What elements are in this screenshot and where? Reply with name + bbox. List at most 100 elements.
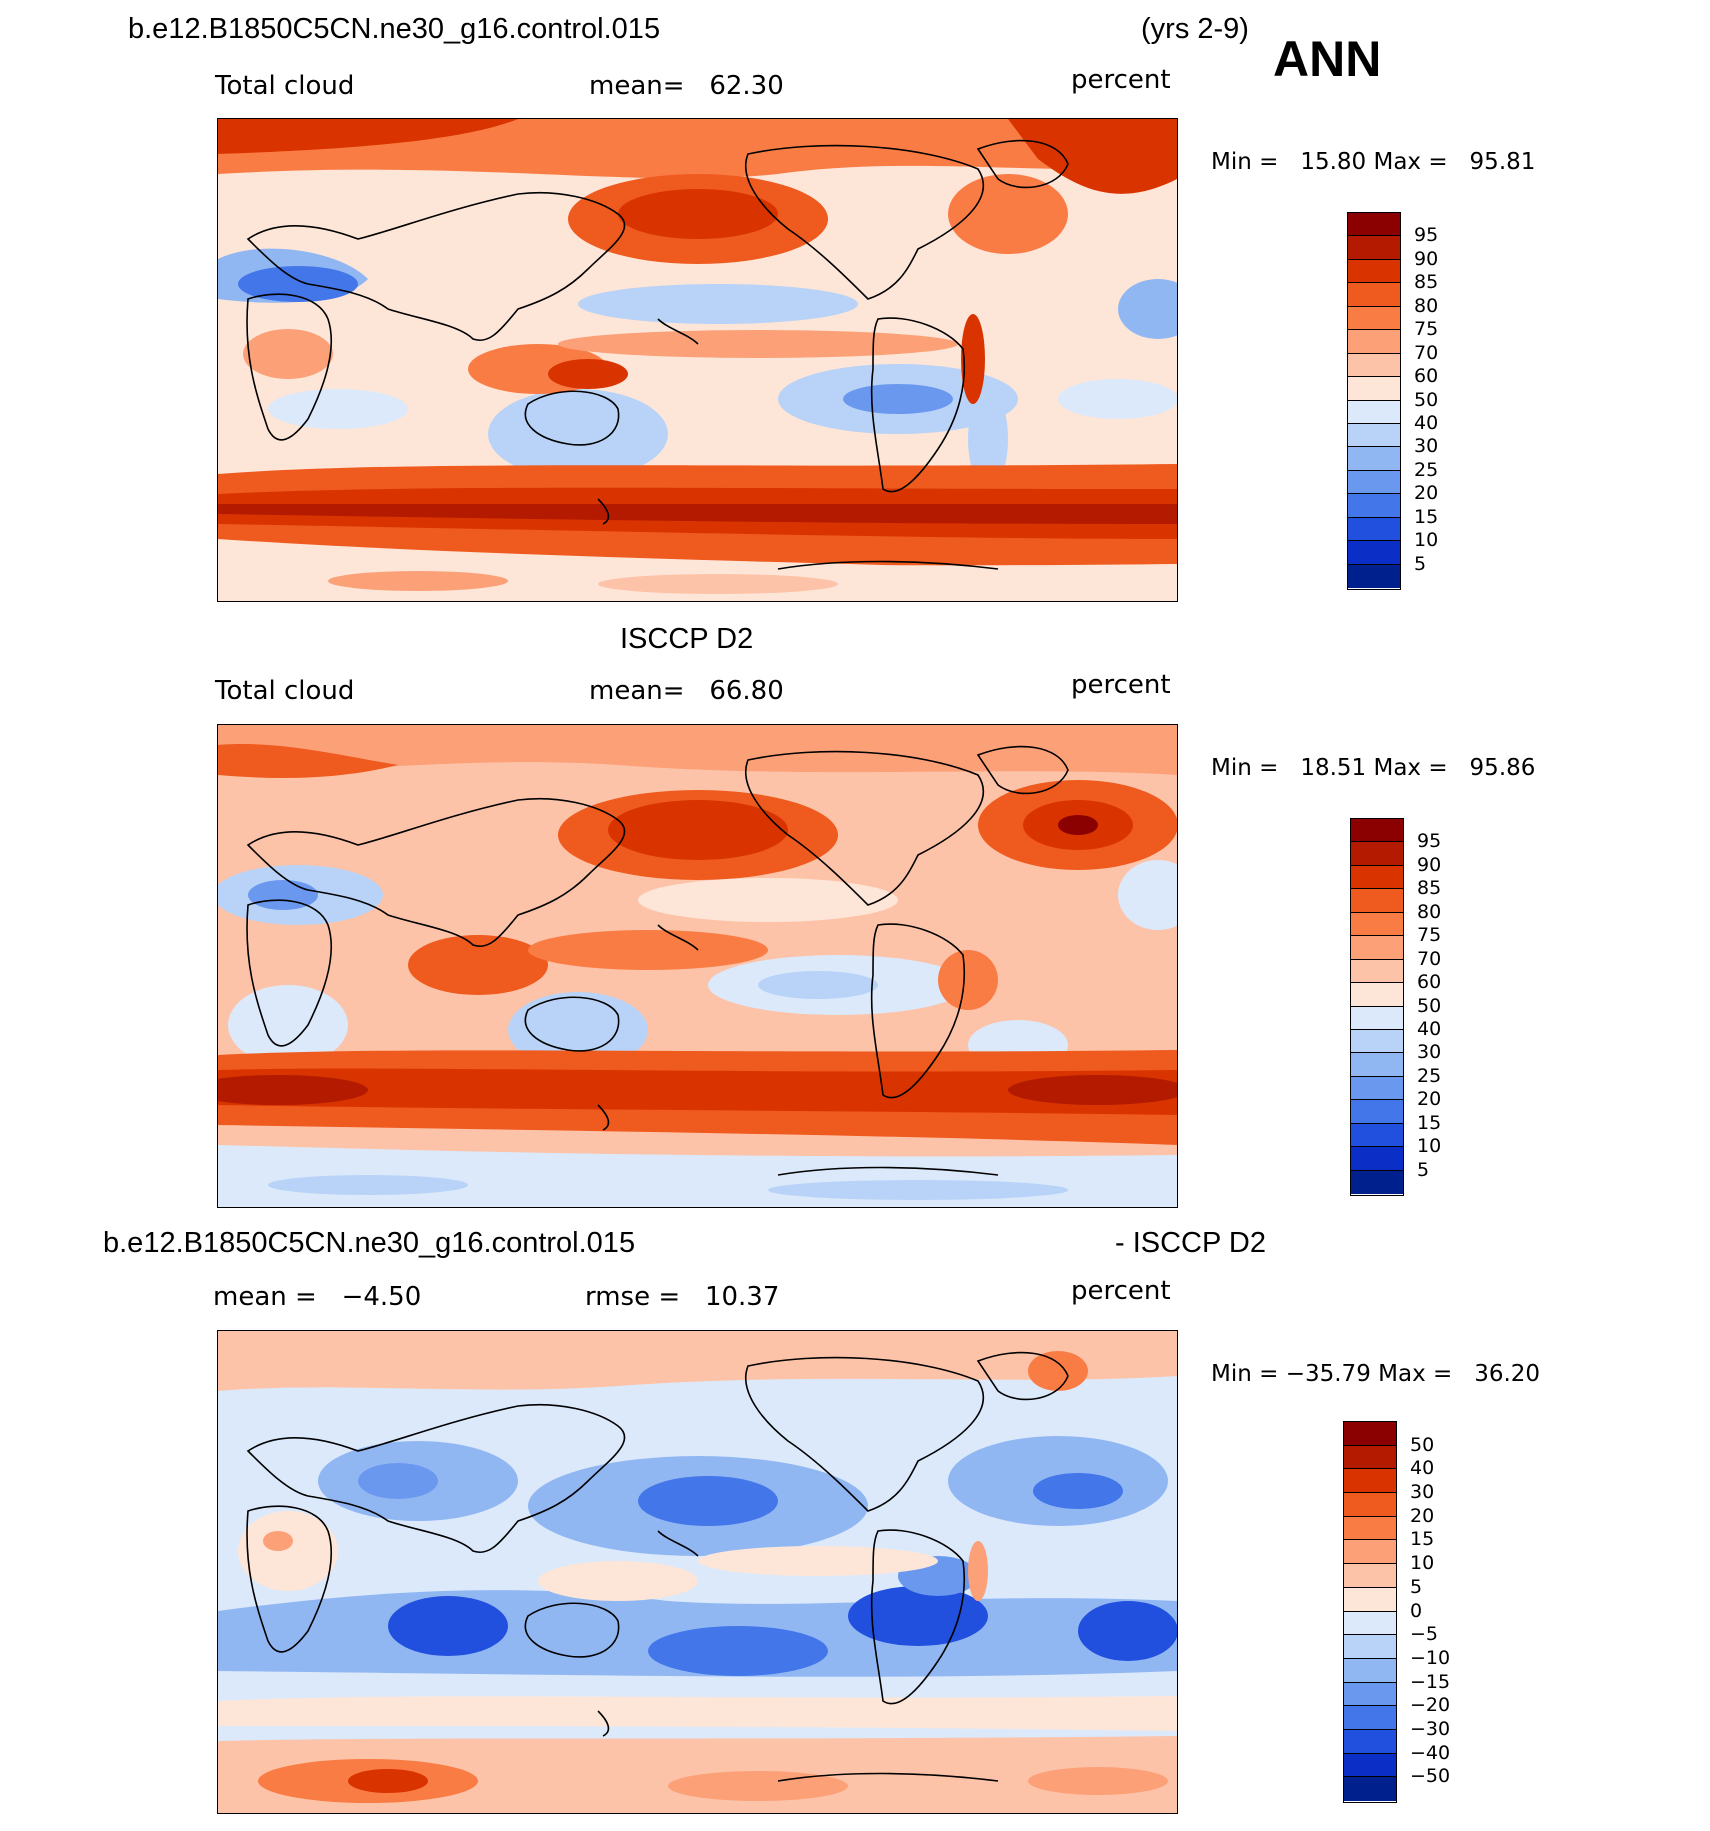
colorbar-cell — [1351, 865, 1403, 890]
colorbar-label: 70 — [1417, 947, 1442, 970]
colorbar-label: 95 — [1417, 830, 1442, 853]
colorbar-cell — [1344, 1516, 1396, 1541]
colorbar-label: −30 — [1410, 1717, 1451, 1740]
colorbar-cell — [1344, 1540, 1396, 1565]
colorbar-cell — [1344, 1445, 1396, 1470]
colorbar-cell — [1348, 353, 1400, 378]
colorbar-cell — [1348, 377, 1400, 401]
colorbar-cell — [1344, 1658, 1396, 1683]
colorbar-cell — [1351, 819, 1403, 843]
colorbar-label: 30 — [1414, 435, 1439, 458]
colorbar-label: 40 — [1417, 1017, 1442, 1040]
colorbar-cell — [1344, 1469, 1396, 1494]
colorbar-label: 85 — [1417, 877, 1442, 900]
colorbar-label: 5 — [1417, 1158, 1430, 1181]
colorbar-label: 90 — [1414, 247, 1439, 270]
colorbar-label: 30 — [1417, 1041, 1442, 1064]
colorbar-label: 0 — [1410, 1599, 1423, 1622]
panel3-title-right: - ISCCP D2 — [1115, 1227, 1266, 1259]
colorbar-label: −50 — [1410, 1765, 1451, 1788]
colorbar-cell — [1351, 936, 1403, 960]
panel1-minmax: Min = 15.80 Max = 95.81 — [1211, 149, 1536, 175]
colorbar-label: 10 — [1417, 1135, 1442, 1158]
colorbar-cell — [1348, 236, 1400, 260]
colorbar-cell — [1348, 259, 1400, 284]
panel3-units-label: percent — [1071, 1276, 1171, 1306]
colorbar-cell — [1351, 1170, 1403, 1194]
colorbar-cell — [1348, 494, 1400, 518]
colorbar-cell — [1348, 564, 1400, 588]
colorbar-label: 40 — [1414, 411, 1439, 434]
colorbar-label: 70 — [1414, 341, 1439, 364]
colorbar-label: 90 — [1417, 853, 1442, 876]
colorbar-cell — [1348, 541, 1400, 565]
panel3-mean-label: mean = −4.50 — [213, 1282, 422, 1312]
case-title: b.e12.B1850C5CN.ne30_g16.control.015 — [128, 13, 661, 45]
colorbar-label: 50 — [1414, 388, 1439, 411]
panel1-mean-label: mean= 62.30 — [589, 71, 784, 101]
colorbar-label: 85 — [1414, 271, 1439, 294]
colorbar-cell — [1351, 983, 1403, 1007]
colorbar-cell — [1351, 1053, 1403, 1077]
colorbar-label: 50 — [1417, 994, 1442, 1017]
colorbar-label: 15 — [1417, 1111, 1442, 1134]
colorbar-cell — [1351, 1123, 1403, 1148]
colorbar-label: 5 — [1410, 1575, 1423, 1598]
panel1-units-label: percent — [1071, 65, 1171, 95]
colorbar-cell — [1344, 1611, 1396, 1636]
colorbar-label: 75 — [1417, 924, 1442, 947]
colorbar-label: 30 — [1410, 1481, 1435, 1504]
colorbar-cell — [1344, 1682, 1396, 1707]
colorbar-cell — [1344, 1564, 1396, 1588]
colorbar-cell — [1351, 1147, 1403, 1171]
panel2-title: ISCCP D2 — [620, 623, 754, 655]
colorbar-cell — [1351, 889, 1403, 913]
colorbar-label: 60 — [1414, 365, 1439, 388]
colorbar-label: 15 — [1410, 1528, 1435, 1551]
colorbar-cell — [1351, 1076, 1403, 1101]
colorbar-cell — [1344, 1753, 1396, 1778]
panel1-variable-label: Total cloud — [215, 71, 355, 101]
colorbar-label: 10 — [1410, 1552, 1435, 1575]
colorbar-cell — [1351, 842, 1403, 866]
season-label: ANN — [1273, 31, 1382, 87]
colorbar-label: −40 — [1410, 1741, 1451, 1764]
panel2-colorbar — [1350, 818, 1404, 1196]
panel2-map — [217, 724, 1178, 1208]
colorbar-cell — [1344, 1729, 1396, 1754]
colorbar-label: 20 — [1410, 1504, 1435, 1527]
panel3-minmax: Min = −35.79 Max = 36.20 — [1211, 1361, 1541, 1387]
colorbar-cell — [1344, 1493, 1396, 1517]
panel3-map — [217, 1330, 1178, 1814]
colorbar-cell — [1351, 959, 1403, 984]
colorbar-label: 20 — [1414, 482, 1439, 505]
colorbar-cell — [1351, 1006, 1403, 1030]
colorbar-label: 15 — [1414, 505, 1439, 528]
panel2-minmax: Min = 18.51 Max = 95.86 — [1211, 755, 1536, 781]
colorbar-cell — [1348, 330, 1400, 354]
panel3-colorbar — [1343, 1421, 1397, 1803]
colorbar-cell — [1351, 1100, 1403, 1124]
colorbar-label: −20 — [1410, 1694, 1451, 1717]
panel2-units-label: percent — [1071, 670, 1171, 700]
colorbar-label: 50 — [1410, 1433, 1435, 1456]
colorbar-label: −10 — [1410, 1646, 1451, 1669]
panel2-mean-label: mean= 66.80 — [589, 676, 784, 706]
colorbar-cell — [1348, 517, 1400, 542]
colorbar-cell — [1348, 423, 1400, 448]
colorbar-cell — [1348, 470, 1400, 495]
colorbar-label: 25 — [1414, 458, 1439, 481]
colorbar-label: 75 — [1414, 318, 1439, 341]
colorbar-cell — [1344, 1777, 1396, 1801]
colorbar-cell — [1348, 283, 1400, 307]
colorbar-cell — [1348, 447, 1400, 471]
colorbar-cell — [1348, 213, 1400, 237]
colorbar-label: 25 — [1417, 1064, 1442, 1087]
colorbar-label: −5 — [1410, 1623, 1439, 1646]
panel1-map — [217, 118, 1178, 602]
colorbar-cell — [1344, 1587, 1396, 1612]
colorbar-cell — [1351, 912, 1403, 937]
panel3-rmse-label: rmse = 10.37 — [585, 1282, 780, 1312]
colorbar-cell — [1344, 1706, 1396, 1730]
colorbar-cell — [1351, 1029, 1403, 1054]
